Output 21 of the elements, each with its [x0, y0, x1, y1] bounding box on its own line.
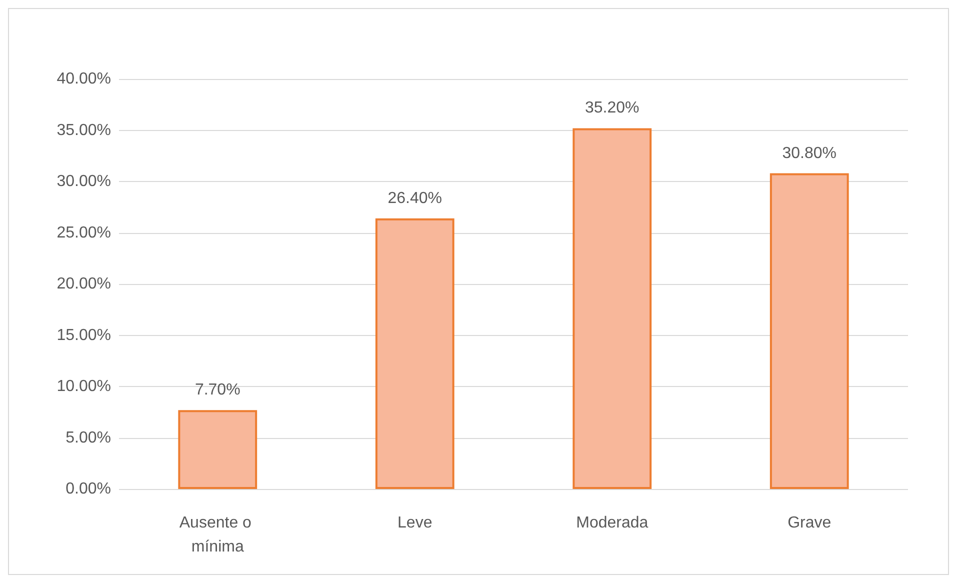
y-tick-label: 30.00% [56, 173, 111, 190]
bar [178, 410, 258, 489]
data-label: 35.20% [584, 100, 640, 117]
y-tick-label: 35.00% [56, 122, 111, 139]
x-tick-label: Ausente o mínima [179, 514, 256, 556]
x-tick-label: Moderada [576, 514, 648, 532]
x-tick-label: Grave [788, 514, 832, 532]
x-tick-label: Leve [398, 514, 432, 532]
data-label: 7.70% [194, 382, 240, 399]
bar [375, 218, 454, 489]
data-label: 30.80% [782, 144, 837, 162]
bar [770, 173, 849, 489]
y-tick-label: 15.00% [56, 326, 111, 344]
y-tick-label: 40.00% [56, 70, 111, 88]
bar [572, 128, 652, 489]
y-tick-label: 20.00% [56, 276, 111, 292]
y-tick-label: 10.00% [56, 378, 111, 395]
data-label: 26.40% [388, 190, 442, 207]
y-tick-label: 25.00% [56, 224, 111, 242]
y-tick-label: 5.00% [66, 429, 111, 446]
y-tick-label: 0.00% [66, 480, 111, 498]
